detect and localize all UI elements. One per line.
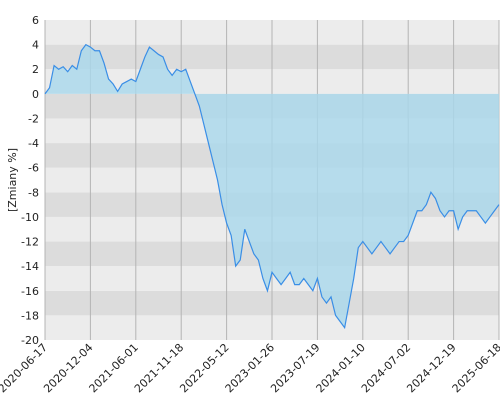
y-tick-label: -8 [28,186,39,199]
y-axis-label: [Zmiany %] [6,148,19,212]
y-tick-label: 6 [32,14,39,27]
y-tick-label: -6 [28,162,39,175]
y-tick-label: -20 [21,334,39,347]
line [44,43,500,330]
y-tick-label: -10 [21,211,39,224]
y-tick-label: -4 [28,137,39,150]
area [45,44,499,328]
y-tick-label: 2 [32,63,39,76]
y-tick-label: -16 [21,285,39,298]
y-tick-label: -12 [21,236,39,249]
y-tick-label: -18 [21,309,39,322]
y-tick-label: -2 [28,112,39,125]
y-tick-label: 4 [32,39,39,52]
y-tick-label: -14 [21,260,39,273]
y-tick-label: 0 [32,88,39,101]
